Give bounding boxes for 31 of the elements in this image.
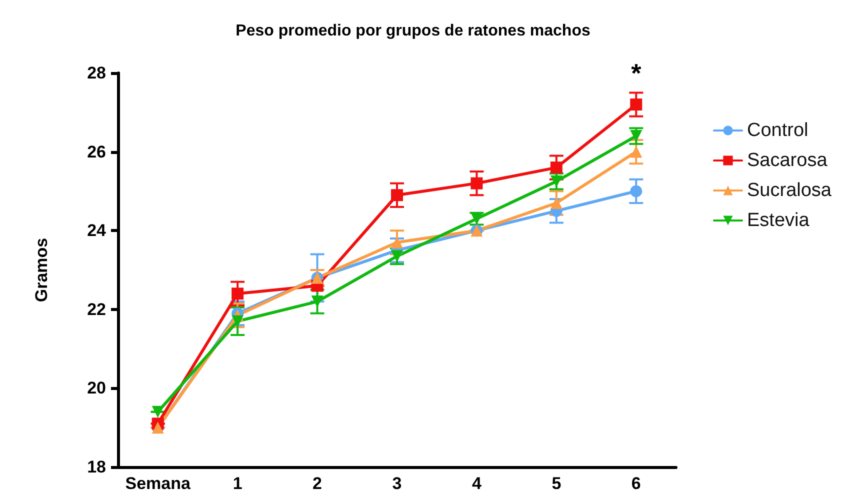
x-tick-label: 4 — [472, 474, 482, 493]
y-tick-label: 28 — [87, 64, 106, 82]
x-tick-label: 3 — [392, 474, 402, 493]
x-tick-label: 5 — [552, 474, 562, 493]
y-tick-label: 18 — [87, 458, 106, 476]
chart-title: Peso promedio por grupos de ratones machos — [236, 22, 590, 40]
y-axis-title: Gramos — [32, 238, 51, 302]
x-tick-label: 2 — [312, 474, 322, 493]
legend-label: Estevia — [747, 210, 810, 231]
point — [152, 406, 164, 418]
point — [391, 189, 403, 202]
x-tick-label: 1 — [232, 474, 242, 493]
x-tick-label: Semana — [125, 474, 192, 493]
point — [550, 197, 562, 210]
y-tick-label: 26 — [87, 142, 106, 162]
point — [630, 185, 642, 198]
x-tick-label: 6 — [631, 474, 641, 493]
annotation: * — [631, 58, 642, 88]
point — [630, 98, 642, 111]
y-tick-label: 20 — [87, 378, 106, 398]
legend-label: Sacarosa — [747, 150, 828, 171]
point — [470, 177, 483, 190]
point — [550, 162, 562, 174]
legend-label: Sucralosa — [747, 180, 832, 201]
point — [232, 315, 244, 328]
y-tick-label: 22 — [87, 300, 106, 319]
y-tick-label: 24 — [87, 221, 107, 240]
legend-label: Control — [747, 120, 808, 141]
point — [232, 288, 244, 300]
point — [630, 146, 642, 158]
point — [550, 175, 562, 188]
